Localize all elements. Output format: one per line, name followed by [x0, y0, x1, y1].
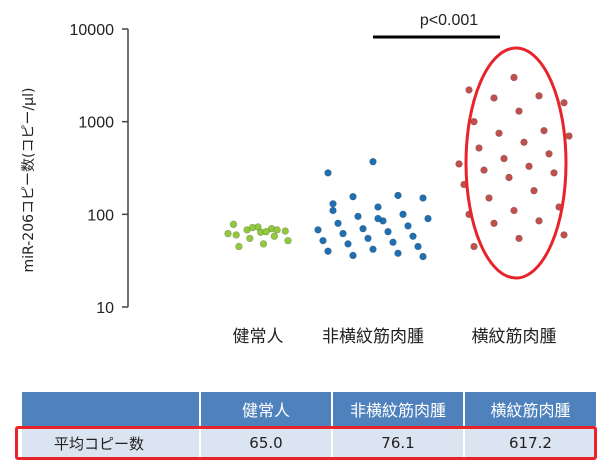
data-point	[324, 247, 332, 255]
table-row: 平均コピー数 65.0 76.1 617.2	[22, 426, 596, 460]
data-point	[281, 227, 289, 235]
y-tick-label: 100	[87, 207, 114, 224]
data-point	[470, 242, 478, 251]
data-point	[334, 219, 342, 228]
table-header-empty	[22, 392, 201, 426]
data-point	[270, 232, 279, 240]
data-point	[510, 73, 518, 82]
summary-table: 健常人 非横紋筋肉腫 横紋筋肉腫 平均コピー数 65.0 76.1 617.2	[22, 392, 596, 460]
category-label: 非横紋筋肉腫	[322, 327, 424, 347]
data-point	[374, 203, 382, 211]
data-point	[540, 126, 548, 135]
data-point	[273, 226, 281, 234]
y-tick-labels: 10 100 1000 10000	[70, 22, 115, 317]
data-point	[232, 231, 240, 239]
data-point	[470, 117, 478, 126]
data-point	[560, 231, 568, 239]
data-point	[262, 227, 270, 236]
y-axis-label: miR-206コピー数(コピー/μl)	[21, 88, 37, 273]
data-point	[525, 162, 533, 170]
data-point	[384, 227, 392, 236]
table-header-row: 健常人 非横紋筋肉腫 横紋筋肉腫	[22, 392, 596, 426]
data-point	[246, 234, 254, 243]
data-point	[314, 226, 322, 234]
data-point	[229, 220, 238, 229]
scatter-chart: 10 100 1000 10000 miR-206コピー数(コピー/μl) 健常人 非横…	[21, 12, 573, 347]
y-tick-label: 10000	[70, 22, 115, 39]
data-point	[424, 214, 432, 223]
table-header-non-rms: 非横紋筋肉腫	[332, 392, 465, 426]
data-point	[560, 99, 568, 107]
data-point	[455, 160, 463, 168]
data-points	[224, 73, 573, 261]
data-point	[394, 249, 402, 257]
table-cell-rms: 617.2	[464, 426, 596, 460]
data-point	[329, 206, 337, 215]
y-tick-label: 1000	[78, 115, 114, 132]
data-point	[550, 169, 558, 177]
data-point	[490, 94, 498, 102]
table-header-rms: 横紋筋肉腫	[464, 392, 596, 426]
data-point	[404, 222, 412, 230]
y-tick-label: 10	[96, 300, 114, 317]
data-point	[374, 214, 382, 223]
significance-annotation: p<0.001	[373, 12, 500, 39]
data-point	[409, 232, 417, 240]
significance-label: p<0.001	[420, 12, 478, 29]
data-point	[490, 219, 498, 228]
data-point	[515, 107, 523, 115]
data-point	[344, 240, 352, 248]
data-point	[349, 251, 357, 260]
data-point	[480, 166, 488, 174]
data-point	[545, 150, 553, 158]
data-point	[530, 186, 538, 195]
data-point	[389, 238, 397, 246]
data-point	[359, 224, 367, 233]
data-point	[399, 210, 407, 219]
data-point	[475, 144, 483, 152]
data-point	[419, 194, 427, 202]
data-point	[329, 200, 337, 208]
data-point	[394, 191, 402, 200]
data-point	[495, 129, 503, 137]
highlight-ellipse	[464, 46, 568, 280]
data-point	[248, 223, 257, 232]
data-point	[235, 242, 243, 251]
data-point	[354, 212, 362, 221]
data-point	[419, 252, 427, 261]
data-point	[510, 206, 518, 215]
data-point	[565, 132, 573, 140]
data-point	[259, 240, 268, 248]
data-point	[515, 234, 523, 243]
data-point	[369, 157, 377, 166]
data-point	[284, 236, 292, 245]
category-labels: 健常人 非横紋筋肉腫 横紋筋肉腫	[233, 327, 557, 347]
data-point	[339, 229, 347, 238]
table-cell-non-rms: 76.1	[332, 426, 465, 460]
data-point	[224, 229, 232, 238]
data-point	[465, 86, 473, 94]
data-point	[505, 173, 513, 182]
y-axis	[122, 28, 129, 308]
data-point	[369, 245, 377, 253]
data-point	[414, 242, 422, 251]
table-row-label: 平均コピー数	[22, 426, 201, 460]
data-point	[500, 154, 508, 163]
data-point	[485, 194, 493, 202]
table-cell-healthy: 65.0	[200, 426, 333, 460]
table-header-healthy: 健常人	[200, 392, 333, 426]
data-point	[535, 217, 543, 225]
data-point	[324, 169, 332, 177]
data-point	[535, 92, 543, 100]
category-label: 横紋筋肉腫	[472, 327, 557, 347]
data-point	[520, 138, 528, 146]
data-point	[364, 234, 372, 243]
data-point	[349, 192, 357, 201]
data-point	[319, 236, 327, 245]
category-label: 健常人	[233, 327, 284, 347]
